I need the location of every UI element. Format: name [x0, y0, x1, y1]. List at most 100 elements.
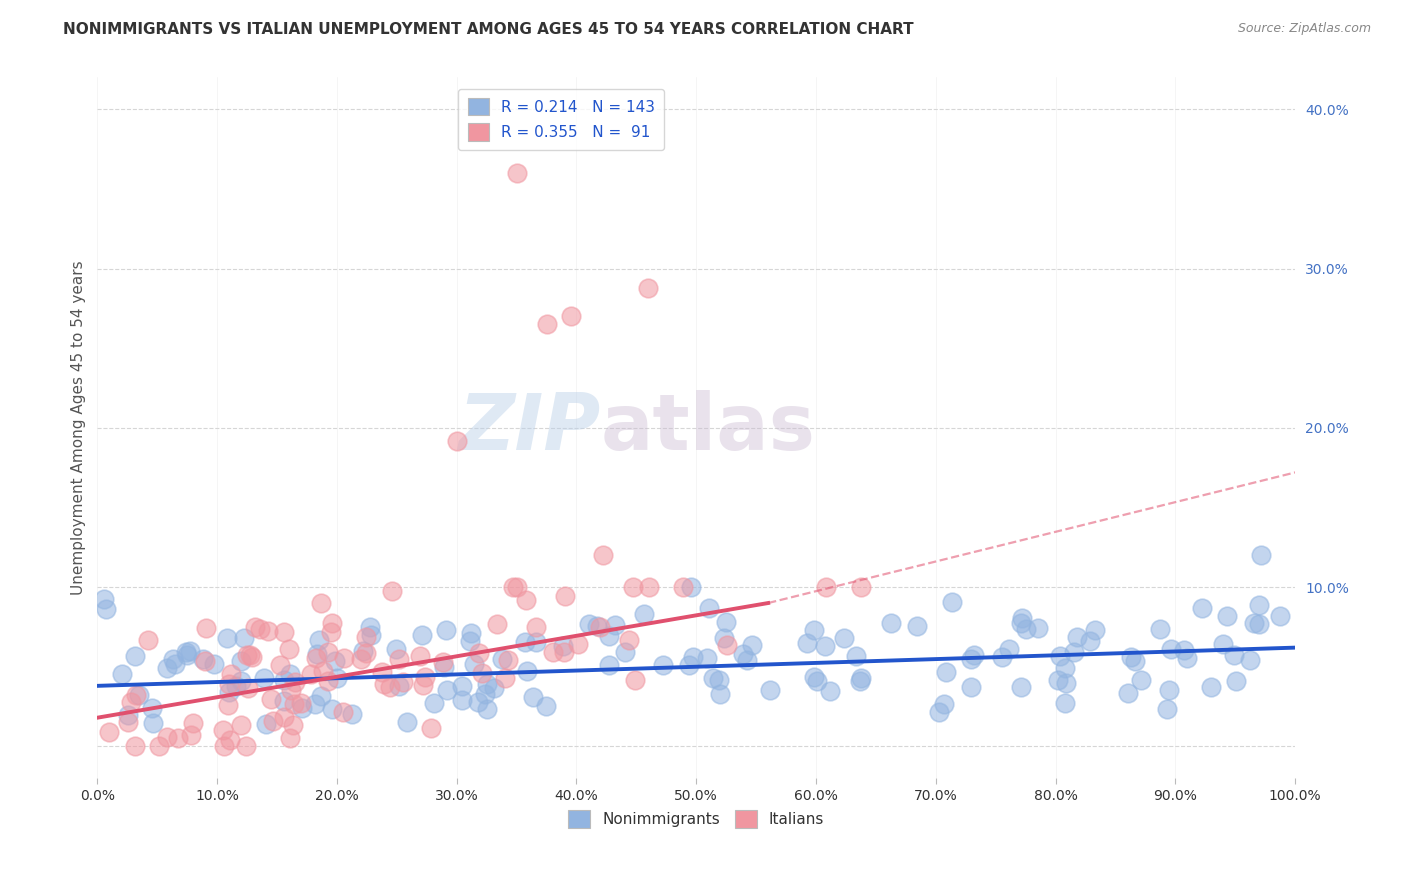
Point [506, 580, 529, 594]
Point [524, 635, 547, 649]
Point [1010, 680, 1032, 694]
Point [433, 660, 456, 674]
Point [446, 434, 468, 448]
Point [162, 651, 184, 665]
Point [849, 671, 872, 685]
Point [1268, 609, 1291, 624]
Point [239, 648, 262, 662]
Point [156, 730, 179, 744]
Point [278, 642, 301, 657]
Point [820, 683, 842, 698]
Point [312, 664, 335, 678]
Point [1121, 649, 1143, 664]
Point [273, 625, 295, 640]
Point [211, 723, 233, 738]
Point [217, 698, 239, 712]
Point [467, 695, 489, 709]
Point [283, 698, 305, 712]
Point [321, 616, 343, 631]
Point [392, 675, 415, 690]
Point [117, 714, 139, 729]
Point [758, 683, 780, 698]
Point [678, 658, 700, 673]
Point [963, 648, 986, 662]
Point [832, 632, 855, 646]
Y-axis label: Unemployment Among Ages 45 to 54 years: Unemployment Among Ages 45 to 54 years [72, 260, 86, 595]
Point [308, 633, 330, 648]
Point [1010, 615, 1032, 630]
Point [598, 658, 620, 673]
Point [513, 635, 536, 649]
Point [1173, 643, 1195, 657]
Point [309, 689, 332, 703]
Point [1118, 686, 1140, 700]
Point [142, 716, 165, 731]
Point [93, 591, 115, 606]
Point [1216, 609, 1239, 624]
Point [713, 631, 735, 645]
Point [1199, 680, 1222, 694]
Point [254, 717, 277, 731]
Point [273, 710, 295, 724]
Point [380, 681, 402, 695]
Point [1156, 702, 1178, 716]
Text: ZIP: ZIP [458, 390, 600, 466]
Point [243, 620, 266, 634]
Point [637, 281, 659, 295]
Point [176, 648, 198, 662]
Point [269, 657, 291, 672]
Point [352, 644, 374, 658]
Point [638, 580, 661, 594]
Point [321, 702, 343, 716]
Point [309, 596, 332, 610]
Point [235, 739, 257, 754]
Point [218, 685, 240, 699]
Point [491, 652, 513, 666]
Point [474, 686, 496, 700]
Point [215, 631, 238, 645]
Point [475, 677, 498, 691]
Point [125, 688, 148, 702]
Point [262, 714, 284, 728]
Point [814, 639, 837, 653]
Point [1078, 633, 1101, 648]
Point [928, 705, 950, 719]
Point [1212, 637, 1234, 651]
Point [470, 665, 492, 680]
Point [932, 697, 955, 711]
Point [354, 646, 377, 660]
Point [741, 638, 763, 652]
Point [536, 318, 558, 332]
Point [1083, 623, 1105, 637]
Point [515, 593, 537, 607]
Point [1247, 598, 1270, 612]
Point [167, 731, 190, 745]
Point [229, 717, 252, 731]
Point [194, 621, 217, 635]
Point [586, 619, 609, 633]
Point [94, 602, 117, 616]
Point [165, 657, 187, 671]
Point [249, 622, 271, 636]
Point [229, 654, 252, 668]
Point [232, 631, 254, 645]
Point [218, 677, 240, 691]
Point [1239, 653, 1261, 667]
Point [468, 647, 491, 661]
Point [621, 580, 644, 594]
Point [291, 701, 314, 715]
Point [716, 638, 738, 652]
Point [181, 716, 204, 731]
Point [1066, 630, 1088, 644]
Point [148, 739, 170, 754]
Point [589, 620, 612, 634]
Point [381, 583, 404, 598]
Point [1249, 617, 1271, 632]
Point [124, 739, 146, 754]
Point [111, 667, 134, 681]
Text: atlas: atlas [600, 390, 815, 466]
Point [388, 652, 411, 666]
Point [202, 657, 225, 672]
Point [280, 667, 302, 681]
Point [482, 681, 505, 695]
